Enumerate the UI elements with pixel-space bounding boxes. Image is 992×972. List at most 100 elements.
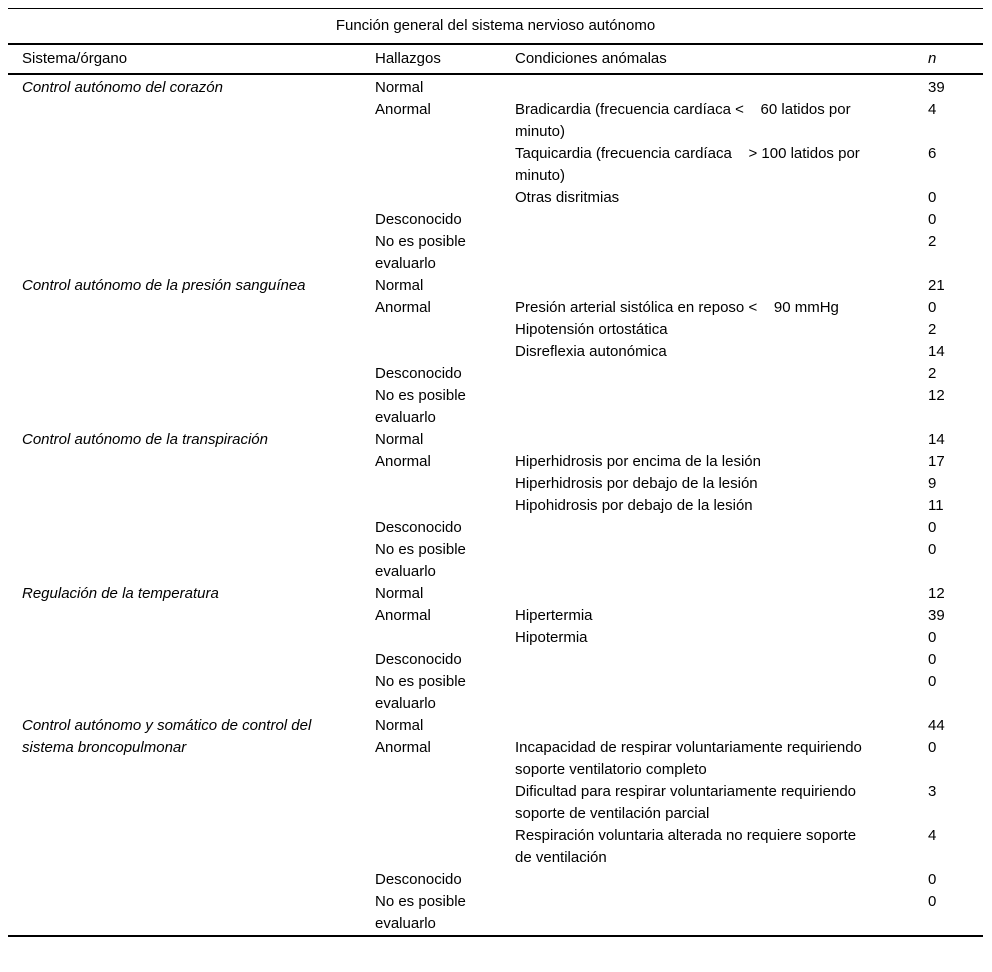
condition-cell bbox=[515, 891, 928, 936]
condition-cell: Hipotensión ortostática bbox=[515, 321, 668, 338]
n-cell: 12 bbox=[928, 585, 945, 602]
table-row: Regulación de la temperatura Normal 12 bbox=[8, 583, 983, 605]
condition-cell bbox=[515, 517, 928, 539]
header-findings: Hallazgos bbox=[375, 45, 515, 75]
header-row: Sistema/órgano Hallazgos Condiciones anó… bbox=[8, 45, 983, 75]
system-cell: Regulación de la temperatura bbox=[22, 585, 219, 602]
header-conditions: Condiciones anómalas bbox=[515, 45, 928, 75]
condition-cell bbox=[515, 275, 928, 297]
finding-cell: Anormal bbox=[375, 453, 431, 470]
n-cell: 21 bbox=[928, 277, 945, 294]
condition-cell bbox=[515, 385, 928, 429]
condition-cell bbox=[515, 209, 928, 231]
finding-cell: Desconocido bbox=[375, 365, 462, 382]
finding-cell: No es posible evaluarlo bbox=[375, 541, 466, 580]
table-row: Anormal Incapacidad de respirar voluntari… bbox=[8, 737, 983, 781]
condition-cell: Presión arterial sistólica en reposo < 9… bbox=[515, 299, 839, 316]
n-cell: 2 bbox=[928, 365, 937, 382]
condition-cell: Otras disritmias bbox=[515, 189, 620, 206]
condition-cell bbox=[515, 715, 928, 737]
condition-cell: Hipotermia bbox=[515, 629, 588, 646]
finding-cell: Normal bbox=[375, 431, 424, 448]
table-row: Otras disritmias 0 bbox=[8, 187, 983, 209]
finding-cell: No es posible evaluarlo bbox=[375, 673, 466, 712]
table-row: Desconocido 0 bbox=[8, 209, 983, 231]
condition-cell: Hiperhidrosis por debajo de la lesión bbox=[515, 475, 758, 492]
n-cell: 0 bbox=[928, 541, 937, 558]
table-row: Anormal Bradicardia (frecuencia cardíaca … bbox=[8, 99, 983, 143]
finding-cell: No es posible evaluarlo bbox=[375, 387, 466, 426]
finding-cell: Anormal bbox=[375, 299, 431, 316]
table-row: Hipohidrosis por debajo de la lesión 11 bbox=[8, 495, 983, 517]
n-cell: 2 bbox=[928, 321, 937, 338]
finding-cell bbox=[375, 627, 515, 649]
condition-cell: Hipohidrosis por debajo de la lesión bbox=[515, 497, 753, 514]
finding-cell bbox=[375, 825, 515, 869]
system-cell: Control autónomo de la presión sanguínea bbox=[22, 277, 306, 294]
table-row: Control autónomo de la presión sanguínea… bbox=[8, 275, 983, 297]
condition-cell bbox=[515, 231, 928, 275]
n-cell: 0 bbox=[928, 871, 937, 888]
finding-cell: No es posible evaluarlo bbox=[375, 233, 466, 272]
n-cell: 12 bbox=[928, 387, 945, 404]
table-row: Anormal Presión arterial sistólica en rep… bbox=[8, 297, 983, 319]
n-cell: 0 bbox=[928, 519, 937, 536]
table-row: No es posible evaluarlo 0 bbox=[8, 539, 983, 583]
header-n: n bbox=[928, 45, 983, 75]
data-table: Sistema/órgano Hallazgos Condiciones anó… bbox=[8, 45, 983, 937]
condition-cell bbox=[515, 429, 928, 451]
table-row: Hipotensión ortostática 2 bbox=[8, 319, 983, 341]
n-cell: 0 bbox=[928, 629, 937, 646]
system-cell: Control autónomo del corazón bbox=[22, 79, 223, 96]
n-cell: 17 bbox=[928, 453, 945, 470]
finding-cell bbox=[375, 781, 515, 825]
condition-cell bbox=[515, 539, 928, 583]
condition-cell: Bradicardia (frecuencia cardíaca < 60 la… bbox=[515, 101, 851, 140]
table-title: Función general del sistema nervioso aut… bbox=[335, 17, 656, 34]
finding-cell bbox=[375, 341, 515, 363]
condition-cell bbox=[515, 74, 928, 99]
condition-cell: Hiperhidrosis por encima de la lesión bbox=[515, 453, 761, 470]
n-cell: 0 bbox=[928, 651, 937, 668]
condition-cell: Disreflexia autonómica bbox=[515, 343, 667, 360]
finding-cell: Normal bbox=[375, 79, 424, 96]
finding-cell: Anormal bbox=[375, 607, 431, 624]
n-cell: 3 bbox=[928, 783, 937, 800]
table-row: Disreflexia autonómica 14 bbox=[8, 341, 983, 363]
condition-cell bbox=[515, 869, 928, 891]
n-cell: 39 bbox=[928, 607, 945, 624]
system-cell: Control autónomo de la transpiración bbox=[22, 431, 268, 448]
finding-cell: Anormal bbox=[375, 101, 431, 118]
condition-cell bbox=[515, 583, 928, 605]
n-cell: 0 bbox=[928, 893, 937, 910]
table-row: Hipotermia 0 bbox=[8, 627, 983, 649]
finding-cell: Desconocido bbox=[375, 519, 462, 536]
table-row: Anormal Hiperhidrosis por encima de la le… bbox=[8, 451, 983, 473]
n-cell: 0 bbox=[928, 299, 937, 316]
table-row: Control autónomo de la transpiración Norm… bbox=[8, 429, 983, 451]
n-cell: 14 bbox=[928, 343, 945, 360]
n-cell: 39 bbox=[928, 79, 945, 96]
n-cell: 9 bbox=[928, 475, 937, 492]
condition-cell: Taquicardia (frecuencia cardíaca > 100 l… bbox=[515, 145, 860, 184]
finding-cell bbox=[375, 143, 515, 187]
finding-cell: Desconocido bbox=[375, 651, 462, 668]
finding-cell bbox=[375, 319, 515, 341]
finding-cell bbox=[375, 187, 515, 209]
finding-cell: Desconocido bbox=[375, 211, 462, 228]
finding-cell: Normal bbox=[375, 717, 424, 734]
condition-cell bbox=[515, 363, 928, 385]
table-row: Respiración voluntaria alterada no requi… bbox=[8, 825, 983, 869]
table-row: No es posible evaluarlo 2 bbox=[8, 231, 983, 275]
table-row: Anormal Hipertermia 39 bbox=[8, 605, 983, 627]
table-row: Desconocido 0 bbox=[8, 517, 983, 539]
table-row: Hiperhidrosis por debajo de la lesión 9 bbox=[8, 473, 983, 495]
condition-cell bbox=[515, 671, 928, 715]
condition-cell bbox=[515, 649, 928, 671]
table-row: No es posible evaluarlo 0 bbox=[8, 671, 983, 715]
n-cell: 44 bbox=[928, 717, 945, 734]
n-cell: 2 bbox=[928, 233, 937, 250]
finding-cell: Normal bbox=[375, 277, 424, 294]
finding-cell: Normal bbox=[375, 585, 424, 602]
n-cell: 14 bbox=[928, 431, 945, 448]
